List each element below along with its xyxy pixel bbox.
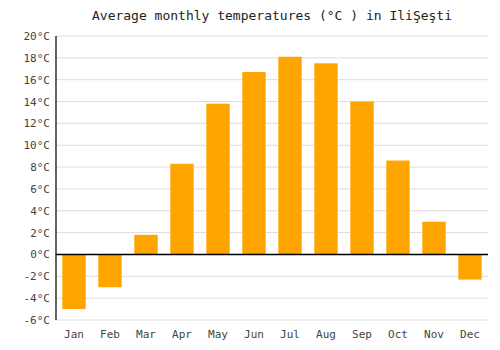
y-tick-label: -2°C [24, 270, 51, 283]
grid [56, 36, 488, 320]
x-tick-label: Dec [460, 328, 480, 341]
grid-line [56, 101, 488, 102]
bar [206, 104, 229, 255]
zero-line [56, 254, 488, 256]
y-tick-label: 20°C [24, 30, 51, 43]
bar [134, 235, 157, 255]
title: Average monthly temperatures (°C ) in Il… [92, 8, 452, 23]
chart: Average monthly temperatures (°C ) in Il… [0, 0, 500, 350]
x-tick-label: Aug [316, 328, 336, 341]
x-tick-label: Feb [100, 328, 120, 341]
x-tick-label: Oct [388, 328, 408, 341]
bar [458, 254, 481, 279]
bar [314, 63, 337, 254]
bar [170, 164, 193, 255]
grid-line [56, 320, 488, 321]
bar [62, 254, 85, 309]
y-tick-label: 4°C [30, 205, 50, 218]
bar [242, 72, 265, 254]
x-tick-label: Jun [244, 328, 264, 341]
x-axis: Jan Feb Mar Apr May Jun Jul Aug Sep Oct Nov Dec [64, 328, 480, 341]
bar [422, 222, 445, 255]
grid-line [56, 188, 488, 189]
grid-line [56, 254, 488, 255]
y-tick-label: -6°C [24, 314, 51, 327]
grid-line [56, 123, 488, 124]
y-axis: -6°C -4°C -2°C 0°C 2°C 4°C 6°C 8°C 10°C 12°C 14°C 1… [24, 30, 51, 327]
bar [386, 161, 409, 255]
grid-line [56, 57, 488, 58]
x-tick-label: Sep [352, 328, 372, 341]
y-tick-label: 18°C [24, 52, 51, 65]
x-tick-label: Jan [64, 328, 84, 341]
x-tick-label: Nov [424, 328, 444, 341]
y-tick-label: 10°C [24, 139, 51, 152]
grid-line [56, 210, 488, 211]
y-tick-label: -4°C [24, 292, 51, 305]
grid-line [56, 298, 488, 299]
bars [62, 57, 481, 309]
grid-line [56, 36, 488, 37]
x-tick-label: Apr [172, 328, 192, 341]
x-tick-label: Mar [136, 328, 156, 341]
y-tick-label: 14°C [24, 96, 51, 109]
grid-line [56, 79, 488, 80]
bar [350, 102, 373, 255]
y-axis-line [55, 36, 56, 320]
x-tick-label: Jul [280, 328, 300, 341]
grid-line [56, 167, 488, 168]
y-tick-label: 8°C [30, 161, 50, 174]
y-tick-label: 12°C [24, 117, 51, 130]
bar [278, 57, 301, 255]
y-tick-label: 0°C [30, 248, 50, 261]
y-tick-label: 6°C [30, 183, 50, 196]
bar [98, 254, 121, 287]
grid-line [56, 145, 488, 146]
y-tick-label: 2°C [30, 227, 50, 240]
x-tick-label: May [208, 328, 228, 341]
y-tick-label: 16°C [24, 74, 51, 87]
